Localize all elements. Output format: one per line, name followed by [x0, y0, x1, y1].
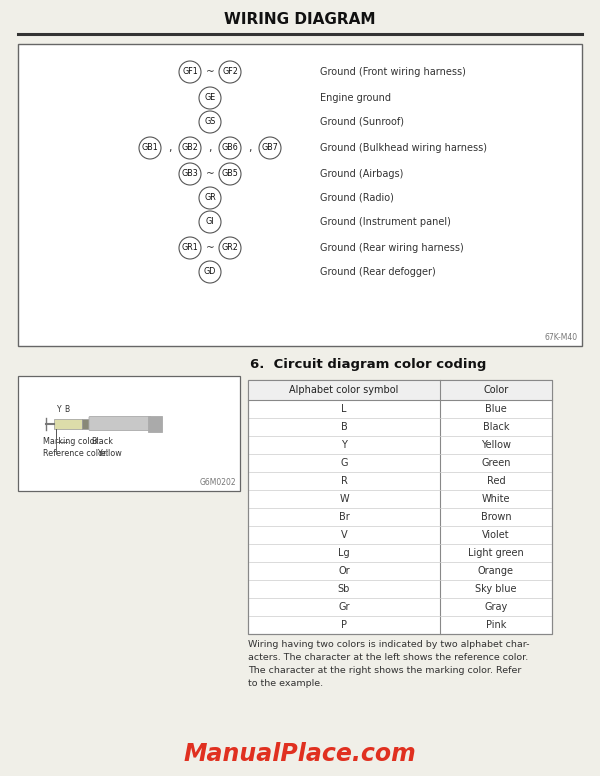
Text: Alphabet color symbol: Alphabet color symbol [289, 385, 398, 395]
Text: GF2: GF2 [222, 68, 238, 77]
Circle shape [179, 163, 201, 185]
Text: Sb: Sb [338, 584, 350, 594]
Text: Pink: Pink [486, 620, 506, 630]
Text: G6M0202: G6M0202 [199, 478, 236, 487]
Text: B: B [341, 422, 347, 432]
Text: ManualPlace.com: ManualPlace.com [184, 742, 416, 766]
Text: GB1: GB1 [142, 144, 158, 153]
Text: Engine ground: Engine ground [320, 93, 391, 103]
Text: Gray: Gray [484, 602, 508, 612]
Text: GB5: GB5 [221, 169, 238, 178]
Text: Blue: Blue [485, 404, 507, 414]
Text: Wiring having two colors is indicated by two alphabet char-
acters. The characte: Wiring having two colors is indicated by… [248, 640, 530, 688]
Circle shape [199, 187, 221, 209]
Text: Or: Or [338, 566, 350, 576]
Text: Black: Black [483, 422, 509, 432]
Circle shape [179, 137, 201, 159]
Circle shape [219, 61, 241, 83]
Circle shape [199, 261, 221, 283]
Text: Red: Red [487, 476, 505, 486]
Text: Br: Br [338, 512, 349, 522]
FancyBboxPatch shape [18, 376, 240, 491]
FancyBboxPatch shape [54, 418, 82, 428]
Text: ~: ~ [206, 243, 214, 253]
Text: Ground (Sunroof): Ground (Sunroof) [320, 117, 404, 127]
Text: Light green: Light green [468, 548, 524, 558]
Text: ,: , [248, 143, 251, 153]
Text: GB3: GB3 [182, 169, 199, 178]
Text: Ground (Rear defogger): Ground (Rear defogger) [320, 267, 436, 277]
Text: GB7: GB7 [262, 144, 278, 153]
Text: Ground (Rear wiring harness): Ground (Rear wiring harness) [320, 243, 464, 253]
Circle shape [179, 237, 201, 259]
Text: Lg: Lg [338, 548, 350, 558]
Text: GI: GI [206, 217, 214, 227]
Circle shape [219, 137, 241, 159]
Text: GR2: GR2 [221, 244, 238, 252]
Circle shape [199, 87, 221, 109]
FancyBboxPatch shape [18, 44, 582, 346]
Text: Reference color:: Reference color: [43, 449, 109, 458]
Text: Gr: Gr [338, 602, 350, 612]
Text: ~: ~ [206, 169, 214, 179]
Circle shape [219, 163, 241, 185]
Circle shape [219, 237, 241, 259]
Text: GE: GE [205, 93, 215, 102]
Text: V: V [341, 530, 347, 540]
Text: Violet: Violet [482, 530, 510, 540]
Text: ,: , [169, 143, 172, 153]
Text: B: B [64, 404, 70, 414]
Text: GB2: GB2 [182, 144, 199, 153]
Text: Brown: Brown [481, 512, 511, 522]
Text: Y: Y [341, 440, 347, 450]
FancyBboxPatch shape [82, 418, 90, 428]
Text: ,: , [208, 143, 212, 153]
Text: WIRING DIAGRAM: WIRING DIAGRAM [224, 12, 376, 27]
Text: Ground (Front wiring harness): Ground (Front wiring harness) [320, 67, 466, 77]
Text: ~: ~ [206, 67, 214, 77]
Text: 6.  Circuit diagram color coding: 6. Circuit diagram color coding [250, 358, 487, 371]
Text: White: White [482, 494, 510, 504]
Text: L: L [341, 404, 347, 414]
Text: R: R [341, 476, 347, 486]
Circle shape [139, 137, 161, 159]
Circle shape [259, 137, 281, 159]
Text: 67K-M40: 67K-M40 [545, 333, 578, 342]
Text: G: G [340, 458, 348, 468]
Text: GR: GR [204, 193, 216, 203]
Circle shape [179, 61, 201, 83]
Text: Ground (Instrument panel): Ground (Instrument panel) [320, 217, 451, 227]
FancyBboxPatch shape [89, 417, 151, 431]
Text: GR1: GR1 [182, 244, 199, 252]
Text: GF1: GF1 [182, 68, 198, 77]
Text: Black: Black [91, 437, 113, 446]
FancyBboxPatch shape [248, 380, 552, 400]
Circle shape [199, 211, 221, 233]
Text: Yellow: Yellow [97, 449, 122, 458]
Text: Green: Green [481, 458, 511, 468]
FancyBboxPatch shape [148, 415, 162, 431]
Text: Y: Y [56, 404, 61, 414]
FancyBboxPatch shape [248, 380, 552, 634]
Text: Yellow: Yellow [481, 440, 511, 450]
Text: GB6: GB6 [221, 144, 238, 153]
Text: Ground (Bulkhead wiring harness): Ground (Bulkhead wiring harness) [320, 143, 487, 153]
Text: Orange: Orange [478, 566, 514, 576]
Text: GS: GS [205, 117, 215, 126]
Text: W: W [339, 494, 349, 504]
Text: Ground (Airbags): Ground (Airbags) [320, 169, 403, 179]
Text: Ground (Radio): Ground (Radio) [320, 193, 394, 203]
Text: GD: GD [204, 268, 216, 276]
Circle shape [199, 111, 221, 133]
Text: P: P [341, 620, 347, 630]
Text: Marking color:: Marking color: [43, 437, 101, 446]
Text: Sky blue: Sky blue [475, 584, 517, 594]
Text: Color: Color [484, 385, 509, 395]
